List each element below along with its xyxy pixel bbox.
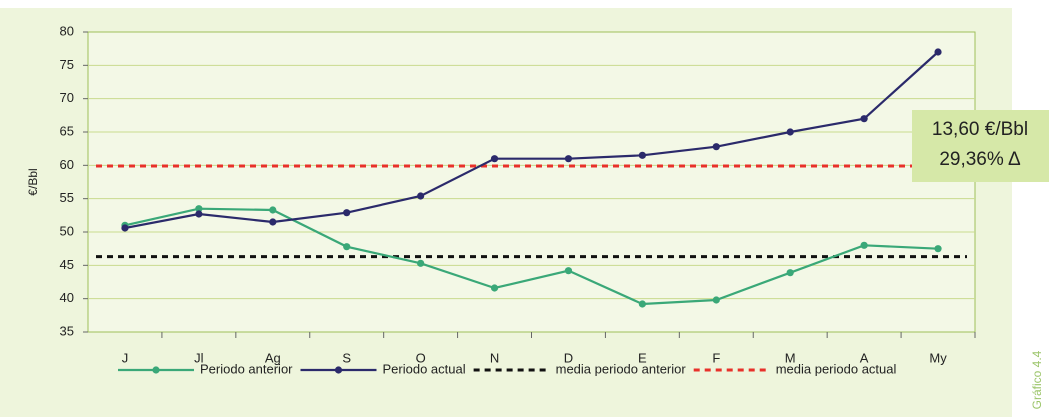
point: [564, 155, 573, 163]
point: [343, 209, 351, 217]
x-tick-label: My: [929, 350, 947, 365]
point: [343, 243, 351, 251]
series-line: [124, 207, 939, 306]
y-axis-label: €/Bbl: [26, 168, 40, 195]
point: [712, 296, 720, 304]
point: [490, 284, 499, 292]
x-tick-label: Jl: [194, 350, 204, 365]
y-tick-label: 70: [60, 90, 74, 105]
point: [860, 241, 868, 249]
legend-label: media periodo anterior: [556, 361, 687, 376]
annotation-box: [912, 110, 1049, 182]
point: [417, 192, 425, 200]
x-tick-label: Ag: [265, 350, 281, 365]
annotation: 29,36% Δ: [939, 149, 1021, 170]
point: [638, 151, 646, 159]
x-tick-label: E: [638, 350, 647, 365]
x-tick-label: D: [564, 350, 573, 365]
x-tick-label: M: [785, 350, 796, 365]
plot-area: [87, 31, 976, 333]
x-tick-label: N: [490, 350, 499, 365]
point: [934, 245, 942, 253]
y-tick-label: 80: [60, 23, 74, 38]
legend-label: media periodo actual: [776, 361, 897, 376]
x-tick-label: F: [712, 350, 720, 365]
legend-label: Periodo anterior: [200, 361, 293, 376]
legend-marker: [152, 366, 160, 374]
point: [269, 206, 277, 214]
y-tick-label: 45: [60, 257, 74, 272]
point: [712, 143, 720, 151]
y-tick-label: 75: [60, 57, 74, 72]
x-tick-label: O: [416, 350, 426, 365]
y-tick-label: 60: [60, 157, 74, 172]
point: [417, 259, 425, 267]
x-tick-label: J: [122, 350, 129, 365]
point: [860, 115, 868, 123]
legend-label: Periodo actual: [383, 361, 466, 376]
y-tick-label: 40: [60, 290, 74, 305]
annotation: 13,60 €/Bbl: [932, 119, 1028, 140]
point: [786, 269, 794, 277]
point: [934, 48, 942, 56]
point: [269, 218, 277, 226]
x-tick-label: A: [860, 350, 869, 365]
legend-marker: [334, 366, 343, 374]
point: [195, 210, 203, 218]
point: [121, 224, 129, 232]
point: [638, 300, 646, 308]
series-line: [124, 51, 939, 230]
y-tick-label: 55: [60, 190, 74, 205]
point: [490, 155, 499, 163]
x-tick-label: S: [342, 350, 351, 365]
point: [564, 267, 573, 275]
y-tick-label: 50: [60, 223, 74, 238]
y-tick-label: 65: [60, 123, 74, 138]
y-tick-label: 35: [60, 323, 74, 338]
figure-label: Gráfico 4.4: [1030, 350, 1044, 409]
point: [786, 128, 794, 136]
point: [195, 205, 203, 213]
